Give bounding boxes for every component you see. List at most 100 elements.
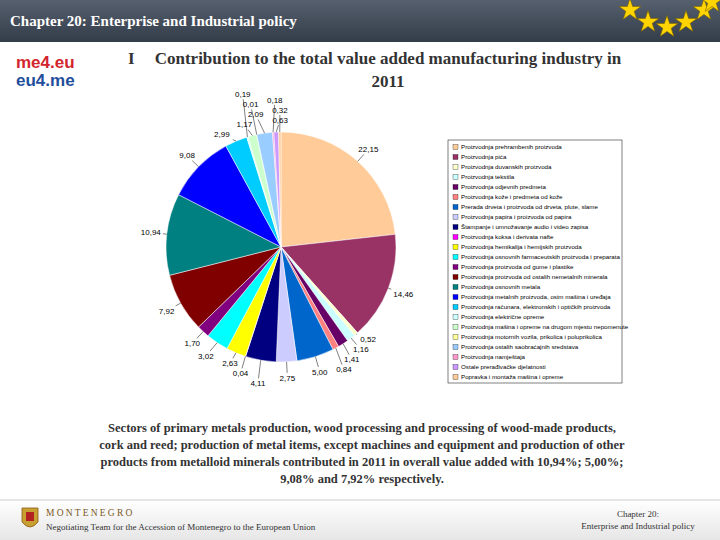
legend-swatch [453,355,458,360]
leader-line [248,130,252,136]
header-star [637,10,659,31]
legend-entry: Proizvodnja namještaja [461,353,526,360]
data-label: 1,16 [353,345,369,354]
legend-swatch [453,245,458,250]
legend-frame [448,140,622,383]
legend-entry: Proizvodnja proizvoda od gume i plastike [461,263,574,270]
pie-slice [272,132,281,247]
legend: Proizvodnja prehrambenih proizvoda Proizv… [448,140,629,383]
legend-entry: Proizvodnja kože i predmeta od kože [461,193,563,200]
slide: Chapter 20: Enterprise and Industrial po… [0,0,720,540]
header-title: Chapter 20: Enterprise and Industrial po… [10,13,297,29]
legend-entry: Prerada drveta i proizvoda od drveta, pl… [461,203,598,210]
data-label: 22,15 [358,145,379,154]
footer-chapter: Chapter 20: [617,509,659,519]
legend-entry: Proizvodnja osnovnih metala [461,283,541,290]
leader-line [233,353,236,358]
data-label: 2,63 [222,359,238,368]
legend-entry: Proizvodnja metalnih proizvoda, osim maš… [461,293,611,300]
data-label: 9,08 [179,151,195,160]
data-label: 10,94 [141,228,162,237]
data-label: 0,63 [272,116,288,125]
legend-entry: Ostale prerađivačke djelatnosti [461,363,546,370]
legend-entry: Proizvodnja odjevnih predmeta [461,183,547,190]
data-labels: 22,1514,460,521,161,410,845,002,754,110,… [141,90,414,388]
leader-line [197,332,203,339]
logo-line: me4.eu [16,53,75,72]
leader-line [176,303,181,306]
legend-swatch [453,315,458,320]
footer-chapter: Enterprise and Industrial policy [581,521,695,531]
legend-entry: Proizvodnja proizvoda od ostalih nemetal… [461,273,608,280]
legend-swatch [453,365,458,370]
caption-line: Sectors of primary metals production, wo… [108,421,616,435]
legend-swatch [453,345,458,350]
data-label: 2,75 [280,374,296,383]
legend-swatch [453,325,458,330]
legend-entry: Proizvodnja duvanskih proizvoda [461,163,552,170]
leader-line [279,115,280,132]
footer-country: MONTENEGRO [46,508,135,518]
legend-swatch [453,265,458,270]
legend-entry: Štampanje i umnožavanje audio i video za… [461,223,589,230]
legend-entry: Proizvodnja tekstila [461,173,515,180]
leader-line [258,119,264,133]
header-bar [0,0,720,42]
leader-line [358,154,364,161]
leader-line [343,344,349,355]
leader-line [258,360,260,378]
legend-swatch [453,145,458,150]
pie-slice [279,132,281,247]
data-label: 2,09 [248,110,264,119]
legend-entry: Proizvodnja koksa i derivata nafte [461,233,554,240]
legend-swatch [453,255,458,260]
footer-band [0,500,720,540]
legend-swatch [453,295,458,300]
legend-swatch [453,185,458,190]
coat-of-arms [22,508,38,527]
data-label: 1,41 [344,355,360,364]
leader-line [163,233,167,234]
legend-entry: Proizvodnja hemikalija i hemijskih proiz… [461,243,582,250]
chart-title: Contribution to the total value added ma… [155,49,622,91]
legend-swatch [453,175,458,180]
data-label: 1,17 [237,120,253,129]
legend-entry: Proizvodnja električne opreme [461,313,545,320]
pie-slice [274,132,281,247]
legend-swatch [453,205,458,210]
footer-team: Negotiating Team for the Accession of Mo… [46,522,316,532]
leader-line [242,356,245,368]
data-label: 0,19 [235,90,251,99]
data-label: 7,92 [159,307,175,316]
data-label: 1,70 [184,339,200,348]
legend-entry: Proizvodnja prehrambenih proizvoda [461,143,562,150]
caption-line: products from metalloid minerals contrib… [101,455,624,469]
plot-area [166,132,396,362]
pie-slice [281,132,395,247]
legend-entry: Proizvodnja papira i proizvoda od papira [461,213,572,220]
data-label: 4,11 [250,379,266,388]
title-bullet: I [128,49,135,68]
data-label: 5,00 [312,368,328,377]
logo-line: eu4.me [16,71,75,90]
legend-entry: Proizvodnja pića [461,153,507,160]
legend-entry: Proizvodnja osnovnih farmaceutskih proiz… [461,253,620,260]
legend-swatch [453,375,458,380]
data-label: 0,32 [272,106,288,115]
leader-line [351,338,356,344]
data-label: 2,99 [214,130,230,139]
legend-swatch [453,225,458,230]
legend-swatch [453,305,458,310]
footer-rule [0,500,720,501]
legend-swatch [453,275,458,280]
data-label: 0,84 [336,365,352,374]
pie-slice [257,132,281,247]
header-star [656,15,678,36]
leader-line [356,334,358,335]
data-label: 0,01 [243,100,259,109]
header-star [619,0,641,19]
caption-line: cork and reed; production of metal items… [99,438,625,452]
legend-entry: Proizvodnja ostalih saobraćajnih sredsta… [461,343,579,350]
leader-line [233,140,236,142]
leader-line [336,348,342,365]
